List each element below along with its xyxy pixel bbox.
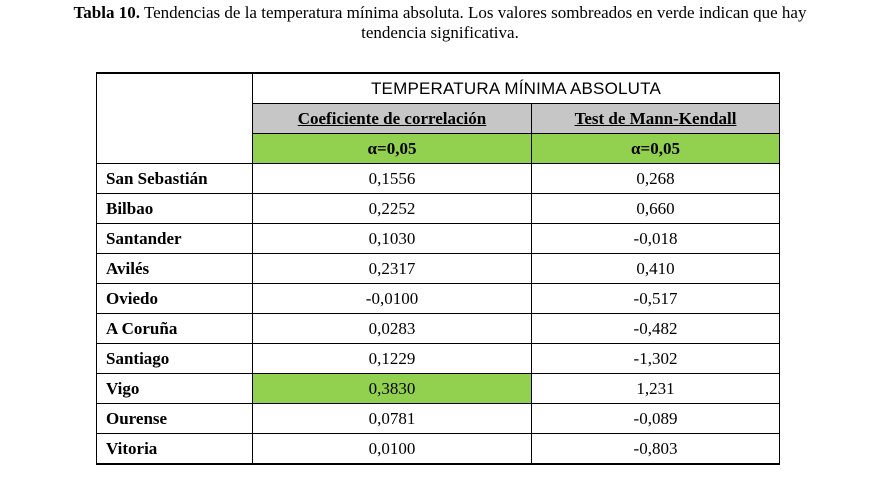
table-row: San Sebastián 0,1556 0,268 [96,163,780,194]
header-row-group: TEMPERATURA MÍNIMA ABSOLUTA [96,72,780,164]
station-name: Avilés [96,253,253,284]
correlation-value: 0,0781 [252,403,532,434]
corner-cell [96,72,253,164]
table-row: Avilés 0,2317 0,410 [96,253,780,284]
column-header-correlation: Coeficiente de correlación [252,103,532,134]
table-row: Santiago 0,1229 -1,302 [96,343,780,374]
correlation-value: 0,0100 [252,433,532,465]
station-name: Ourense [96,403,253,434]
table-row: Ourense 0,0781 -0,089 [96,403,780,434]
mann-kendall-value: -0,482 [531,313,780,344]
correlation-value: 0,1556 [252,163,532,194]
station-name: Vigo [96,373,253,404]
correlation-value: 0,1030 [252,223,532,254]
mann-kendall-value: -0,089 [531,403,780,434]
mann-kendall-value: -0,803 [531,433,780,465]
station-name: San Sebastián [96,163,253,194]
column-header-mann-kendall: Test de Mann-Kendall [531,103,780,134]
station-name: A Coruña [96,313,253,344]
station-name: Santiago [96,343,253,374]
correlation-value: 0,1229 [252,343,532,374]
correlation-value: -0,0100 [252,283,532,314]
table-row: Vigo 0,3830 1,231 [96,373,780,404]
station-name: Santander [96,223,253,254]
mann-kendall-value: -0,517 [531,283,780,314]
table-row: A Coruña 0,0283 -0,482 [96,313,780,344]
caption-text-line2: tendencia significativa. [361,23,519,42]
mann-kendall-value: -1,302 [531,343,780,374]
correlation-value: 0,2252 [252,193,532,224]
table-row: Vitoria 0,0100 -0,803 [96,433,780,465]
mann-kendall-value: 0,410 [531,253,780,284]
mann-kendall-value: -0,018 [531,223,780,254]
correlation-value-significant: 0,3830 [252,373,532,404]
caption-label: Tabla 10. [73,3,140,22]
header-row-alpha: α=0,05 α=0,05 [97,133,780,164]
table-caption: Tabla 10. Tendencias de la temperatura m… [0,3,880,43]
correlation-value: 0,2317 [252,253,532,284]
temperature-trend-table: TEMPERATURA MÍNIMA ABSOLUTA Coeficiente … [96,72,780,465]
mann-kendall-value: 1,231 [531,373,780,404]
header-row-columns: Coeficiente de correlación Test de Mann-… [97,103,780,134]
station-name: Oviedo [96,283,253,314]
caption-text: Tendencias de la temperatura mínima abso… [143,3,807,22]
station-name: Bilbao [96,193,253,224]
table-row: Bilbao 0,2252 0,660 [96,193,780,224]
alpha-correlation: α=0,05 [252,133,532,164]
mann-kendall-value: 0,268 [531,163,780,194]
alpha-mann-kendall: α=0,05 [531,133,780,164]
station-name: Vitoria [96,433,253,465]
mann-kendall-value: 0,660 [531,193,780,224]
group-header: TEMPERATURA MÍNIMA ABSOLUTA [252,72,780,104]
table-row: Santander 0,1030 -0,018 [96,223,780,254]
table-row: Oviedo -0,0100 -0,517 [96,283,780,314]
correlation-value: 0,0283 [252,313,532,344]
